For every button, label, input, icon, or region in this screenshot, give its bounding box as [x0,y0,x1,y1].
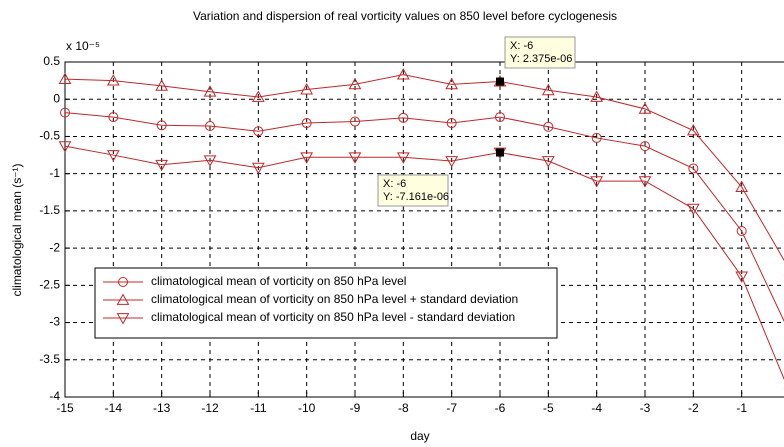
marker [251,90,265,102]
y-tick-label: -3.5 [39,352,60,366]
legend-label: climatological mean of vorticity on 850 … [151,274,406,288]
x-tick-label: -12 [201,401,219,415]
y-tick-label: 0.5 [43,54,60,68]
marker [543,121,554,132]
x-tick-label: -11 [250,401,267,415]
datatip-box [377,174,449,207]
chart-title: Variation and dispersion of real vortici… [193,9,617,23]
y-tick-label: -2 [49,240,60,254]
legend-label: climatological mean of vorticity on 850 … [151,292,518,306]
datatip-text: Y: 2.375e-06 [510,53,572,65]
y-axis-label: climatological mean (s⁻¹) [10,163,24,296]
marker [253,126,264,137]
marker [396,152,410,164]
x-tick-label: -3 [640,401,651,415]
marker [116,313,130,325]
marker [688,163,699,174]
marker [106,74,120,86]
y-tick-label: -1.5 [39,203,60,217]
marker [203,155,217,167]
y-tick-label: -0.5 [39,129,60,143]
x-tick-label: -2 [688,401,699,415]
marker [118,277,128,287]
marker [301,118,312,129]
legend-box [94,267,558,339]
plot-area [65,62,784,397]
marker [735,180,749,192]
marker [108,112,119,123]
marker [495,112,505,123]
datatip-marker [496,148,504,157]
marker [348,77,362,90]
y-tick-label: -1 [49,166,60,180]
series-line [64,112,784,323]
y-tick-label: -3 [49,315,60,329]
marker [398,112,409,123]
x-tick-label: -10 [298,401,316,415]
marker [300,152,314,164]
marker [446,118,457,129]
marker [205,121,215,132]
x-tick-label: -8 [398,401,409,415]
x-tick-label: -4 [591,401,602,415]
x-tick-label: -14 [105,401,123,415]
marker [590,176,604,188]
marker [445,156,459,168]
marker [251,162,265,175]
marker [640,141,650,152]
x-axis-label: day [410,429,429,443]
marker [686,203,700,216]
series-line [64,74,784,262]
marker [350,116,360,127]
x-tick-label: -6 [495,401,506,415]
x-tick-label: -9 [350,401,361,415]
marker [396,68,410,80]
marker [736,225,747,236]
marker [156,120,167,131]
marker [155,79,169,91]
marker [686,123,700,136]
axes-box [64,61,784,398]
y-tick-label: -4 [49,389,60,403]
datatip-box [504,36,576,69]
marker [155,159,169,172]
marker [638,102,652,114]
y-tick-label: -2.5 [39,278,60,292]
y-tick-label: 0 [53,91,60,105]
marker [445,77,459,90]
y-exponent: x 10⁻⁵ [66,39,100,53]
x-tick-label: -7 [446,401,457,415]
marker [590,90,604,102]
marker [60,107,70,118]
series-line [64,145,784,381]
datatip-text: X: -6 [383,178,406,190]
marker [348,152,362,164]
marker [541,156,555,168]
marker [638,176,652,188]
marker [106,150,120,162]
marker [300,83,314,95]
marker [541,83,555,96]
datatip-text: Y: -7.161e-06 [383,191,449,203]
marker [591,132,602,143]
marker [116,293,130,305]
marker [59,141,72,153]
datatip-marker [496,77,504,86]
x-tick-label: -13 [153,401,171,415]
plot-content [59,68,784,390]
marker [735,271,749,283]
marker [203,85,217,97]
x-tick-label: -5 [543,401,554,415]
datatip-text: X: -6 [510,40,533,52]
legend-label: climatological mean of vorticity on 850 … [151,310,515,324]
x-tick-label: -1 [736,401,747,415]
x-tick-label: -15 [56,401,74,415]
marker [59,72,72,85]
